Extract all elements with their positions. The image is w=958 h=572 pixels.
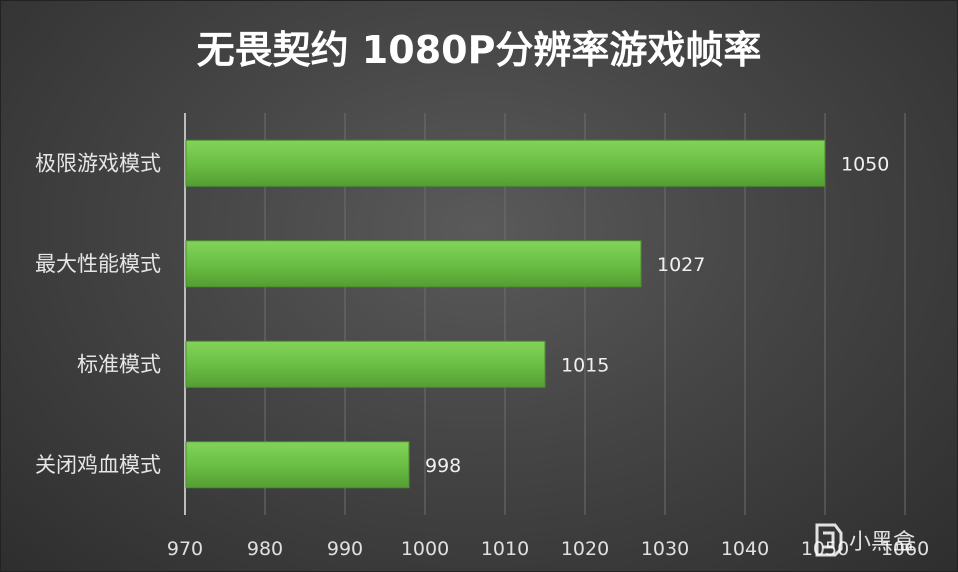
category-label: 最大性能模式 — [35, 252, 161, 276]
x-tick-label: 1000 — [401, 538, 449, 560]
bar — [185, 441, 410, 489]
category-label: 关闭鸡血模式 — [35, 453, 161, 477]
bar — [185, 340, 546, 388]
data-labels: 1050 1027 1015 998 — [425, 153, 889, 477]
x-tick-label: 970 — [167, 538, 203, 560]
category-label: 标准模式 — [77, 352, 161, 376]
bar — [185, 240, 642, 288]
watermark-text: 小黑盒 — [849, 530, 915, 555]
x-tick-label: 990 — [327, 538, 363, 560]
data-label: 1015 — [561, 354, 609, 376]
x-tick-label: 980 — [247, 538, 283, 560]
x-tick-label: 1020 — [561, 538, 609, 560]
bar — [185, 139, 826, 187]
bars — [185, 139, 826, 489]
x-tick-label: 1060 — [881, 538, 929, 560]
chart-title: 无畏契约 1080P分辨率游戏帧率 — [197, 28, 762, 72]
x-axis-ticks: 970 980 990 1000 1010 1020 1030 1040 1050 1060 — [167, 538, 929, 560]
x-tick-label: 1010 — [481, 538, 529, 560]
x-tick-label: 1040 — [721, 538, 769, 560]
category-label: 极限游戏模式 — [35, 151, 161, 175]
xiaoheihe-logo-icon — [815, 523, 843, 557]
data-label: 1027 — [657, 254, 705, 276]
x-tick-label: 1030 — [641, 538, 689, 560]
data-label: 998 — [425, 455, 461, 477]
data-label: 1050 — [841, 153, 889, 175]
watermark: 小黑盒 — [815, 523, 915, 557]
